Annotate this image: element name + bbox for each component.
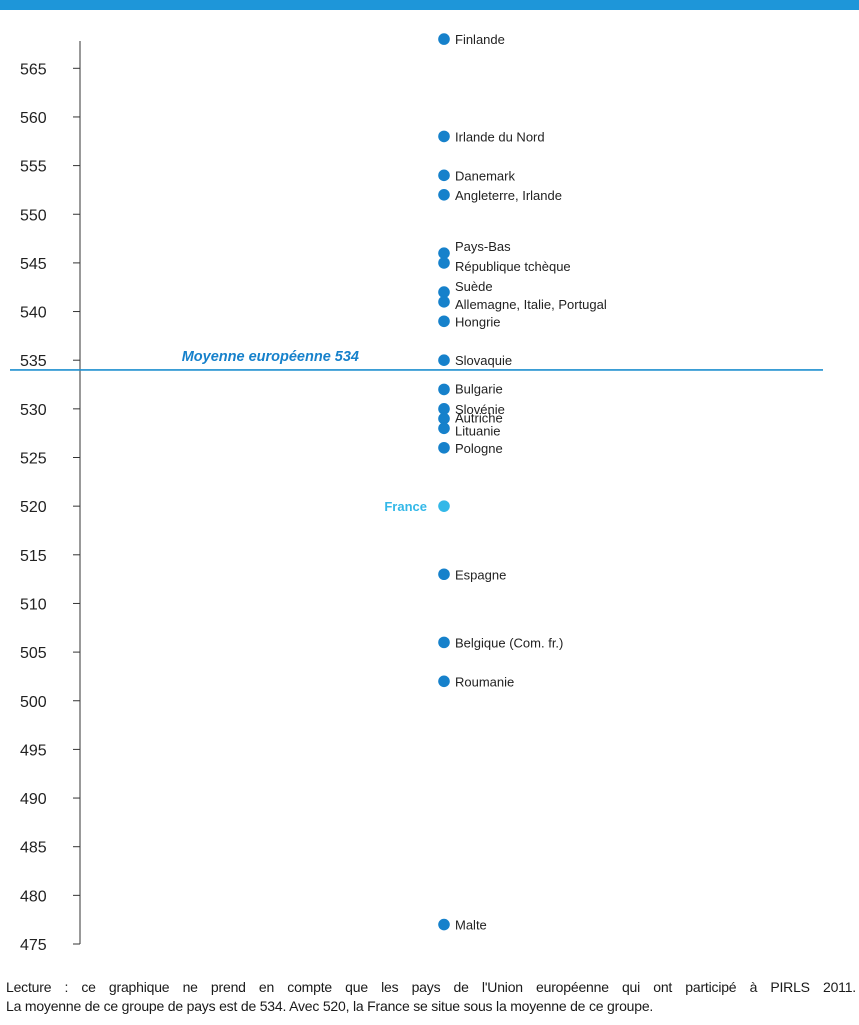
point-label-hongrie: Hongrie — [455, 314, 501, 329]
y-tick-label-520: 520 — [20, 499, 47, 516]
y-tick-label-555: 555 — [20, 159, 47, 176]
y-tick-label-535: 535 — [20, 353, 47, 370]
point-republique-tcheque — [438, 257, 450, 269]
point-label-slovaquie: Slovaquie — [455, 353, 512, 368]
y-tick-label-565: 565 — [20, 61, 47, 78]
y-tick-label-510: 510 — [20, 596, 47, 613]
point-label-pays-bas: Pays-Bas — [455, 239, 511, 254]
y-tick-label-540: 540 — [20, 305, 47, 322]
point-label-finlande: Finlande — [455, 32, 505, 47]
point-irlande-du-nord — [438, 130, 450, 143]
point-label-france: France — [384, 499, 427, 514]
y-tick-label-545: 545 — [20, 256, 47, 273]
point-label-bulgarie: Bulgarie — [455, 381, 503, 396]
y-tick-label-490: 490 — [20, 791, 47, 808]
y-tick-label-515: 515 — [20, 548, 47, 565]
point-label-angleterre-irlande: Angleterre, Irlande — [455, 188, 562, 203]
point-hongrie — [438, 315, 450, 328]
y-tick-label-560: 560 — [20, 110, 47, 127]
point-danemark — [438, 169, 450, 182]
point-label-lituanie: Lituanie — [455, 423, 501, 438]
point-label-suede: Suède — [455, 279, 493, 294]
caption-line-2: La moyenne de ce groupe de pays est de 5… — [6, 998, 654, 1014]
scatter-chart: 475 480 485 490 495 500 505 510 515 520 525 530 535 5… — [10, 32, 823, 954]
point-label-malte: Malte — [455, 918, 487, 933]
point-suede — [438, 286, 450, 298]
chart-caption: Lecture : ce graphique ne prend en compt… — [6, 978, 856, 1016]
point-belgique-com-fr — [438, 636, 450, 649]
y-tick-label-550: 550 — [20, 207, 47, 224]
point-roumanie — [438, 675, 450, 688]
point-malte — [438, 918, 450, 931]
point-label-allemagne-italie-portugal: Allemagne, Italie, Portugal — [455, 297, 607, 312]
point-label-irlande-du-nord: Irlande du Nord — [455, 129, 545, 144]
y-tick-label-495: 495 — [20, 742, 47, 759]
point-label-republique-tcheque: République tchèque — [455, 259, 571, 274]
point-label-danemark: Danemark — [455, 168, 515, 183]
top-accent-bar — [0, 0, 859, 10]
point-pologne — [438, 441, 450, 454]
point-slovaquie — [438, 354, 450, 367]
point-pays-bas — [438, 247, 450, 259]
point-autriche — [438, 412, 450, 425]
y-tick-label-525: 525 — [20, 451, 47, 468]
point-label-autriche: Autriche — [455, 411, 503, 426]
point-label-espagne: Espagne — [455, 567, 506, 582]
caption-line-1: Lecture : ce graphique ne prend en compt… — [6, 979, 856, 995]
point-finlande — [438, 33, 450, 45]
point-label-pologne: Pologne — [455, 441, 503, 456]
mean-line-label: Moyenne européenne 534 — [182, 349, 359, 365]
point-angleterre-irlande — [438, 188, 450, 201]
point-espagne — [438, 568, 450, 581]
y-tick-label-505: 505 — [20, 645, 47, 662]
point-slovenie — [438, 403, 450, 415]
y-tick-label-500: 500 — [20, 694, 47, 711]
point-bulgarie — [438, 383, 450, 396]
y-tick-label-480: 480 — [20, 888, 47, 905]
y-tick-label-485: 485 — [20, 840, 47, 857]
point-label-roumanie: Roumanie — [455, 674, 514, 689]
point-label-belgique-com-fr: Belgique (Com. fr.) — [455, 635, 563, 650]
point-label-slovenie: Slovénie — [455, 402, 505, 417]
y-tick-label-475: 475 — [20, 937, 47, 954]
point-lituanie — [438, 422, 450, 435]
y-tick-label-530: 530 — [20, 402, 47, 419]
point-france — [438, 500, 450, 512]
point-allemagne-italie-portugal — [438, 296, 450, 308]
